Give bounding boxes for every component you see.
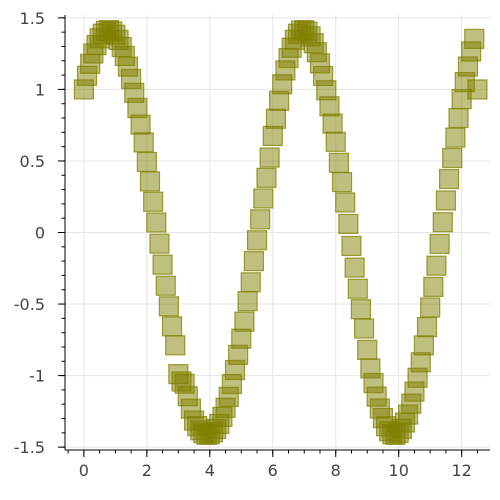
data-point [413,335,434,356]
data-point [136,151,157,173]
data-point [158,296,179,317]
data-point [149,233,170,254]
data-point [328,152,349,173]
data-point [438,168,460,190]
data-point [246,230,268,251]
data-point [155,275,176,296]
data-point [445,127,466,148]
axes [58,15,490,457]
x-tick-labels: 0 2 4 6 8 10 12 [79,461,472,480]
data-point [331,172,353,193]
data-point [410,352,431,373]
y-tick-label: -1.5 [14,438,45,457]
data-point [350,299,372,320]
data-point [426,255,447,276]
x-tick-label: 6 [268,461,278,480]
data-point [432,212,453,233]
data-point [265,108,287,129]
data-point [231,328,252,349]
data-point [237,291,258,312]
data-point [429,233,450,255]
data-point [152,254,173,275]
data-point [262,125,283,147]
y-tick-labels: -1.5 -1 -0.5 0 0.5 1 1.5 [14,9,45,457]
data-point [253,188,274,209]
data-point [161,316,183,337]
data-point [240,272,261,293]
y-tick-label: -0.5 [14,295,45,314]
data-point [464,28,485,49]
data-point [256,167,277,188]
data-point [139,171,161,192]
data-point [442,147,463,169]
y-tick-label: 0 [35,224,45,243]
data-point [357,339,378,360]
data-point [143,191,164,212]
data-point [335,192,356,213]
data-point [341,235,362,257]
data-point [467,79,488,100]
data-point [146,212,167,233]
data-point [353,318,375,339]
data-point [259,147,280,168]
data-point [423,276,444,297]
data-point [347,278,368,299]
y-tick-label: -1 [29,367,45,386]
data-point [234,311,255,332]
y-tick-label: 1.5 [20,9,45,28]
data-point [325,131,346,152]
x-tick-label: 8 [331,461,341,480]
x-tick-label: 4 [205,461,215,480]
data-point [165,335,186,356]
data-point [130,114,151,135]
y-tick-label: 0.5 [20,152,45,171]
data-point [448,107,469,129]
data-point [133,132,154,153]
data-point [435,190,457,211]
x-tick-label: 2 [142,461,152,480]
data-point [420,297,441,318]
y-tick-label: 1 [35,80,45,99]
data-points [73,20,488,445]
data-point [416,316,438,338]
data-point [243,251,264,272]
grid-lines [65,15,490,450]
x-tick-label: 12 [451,461,471,480]
x-tick-label: 10 [389,461,409,480]
data-point [338,213,359,235]
x-tick-label: 0 [79,461,89,480]
data-point [322,113,343,134]
data-point [250,209,271,230]
data-point [319,96,340,117]
data-point [344,257,365,278]
